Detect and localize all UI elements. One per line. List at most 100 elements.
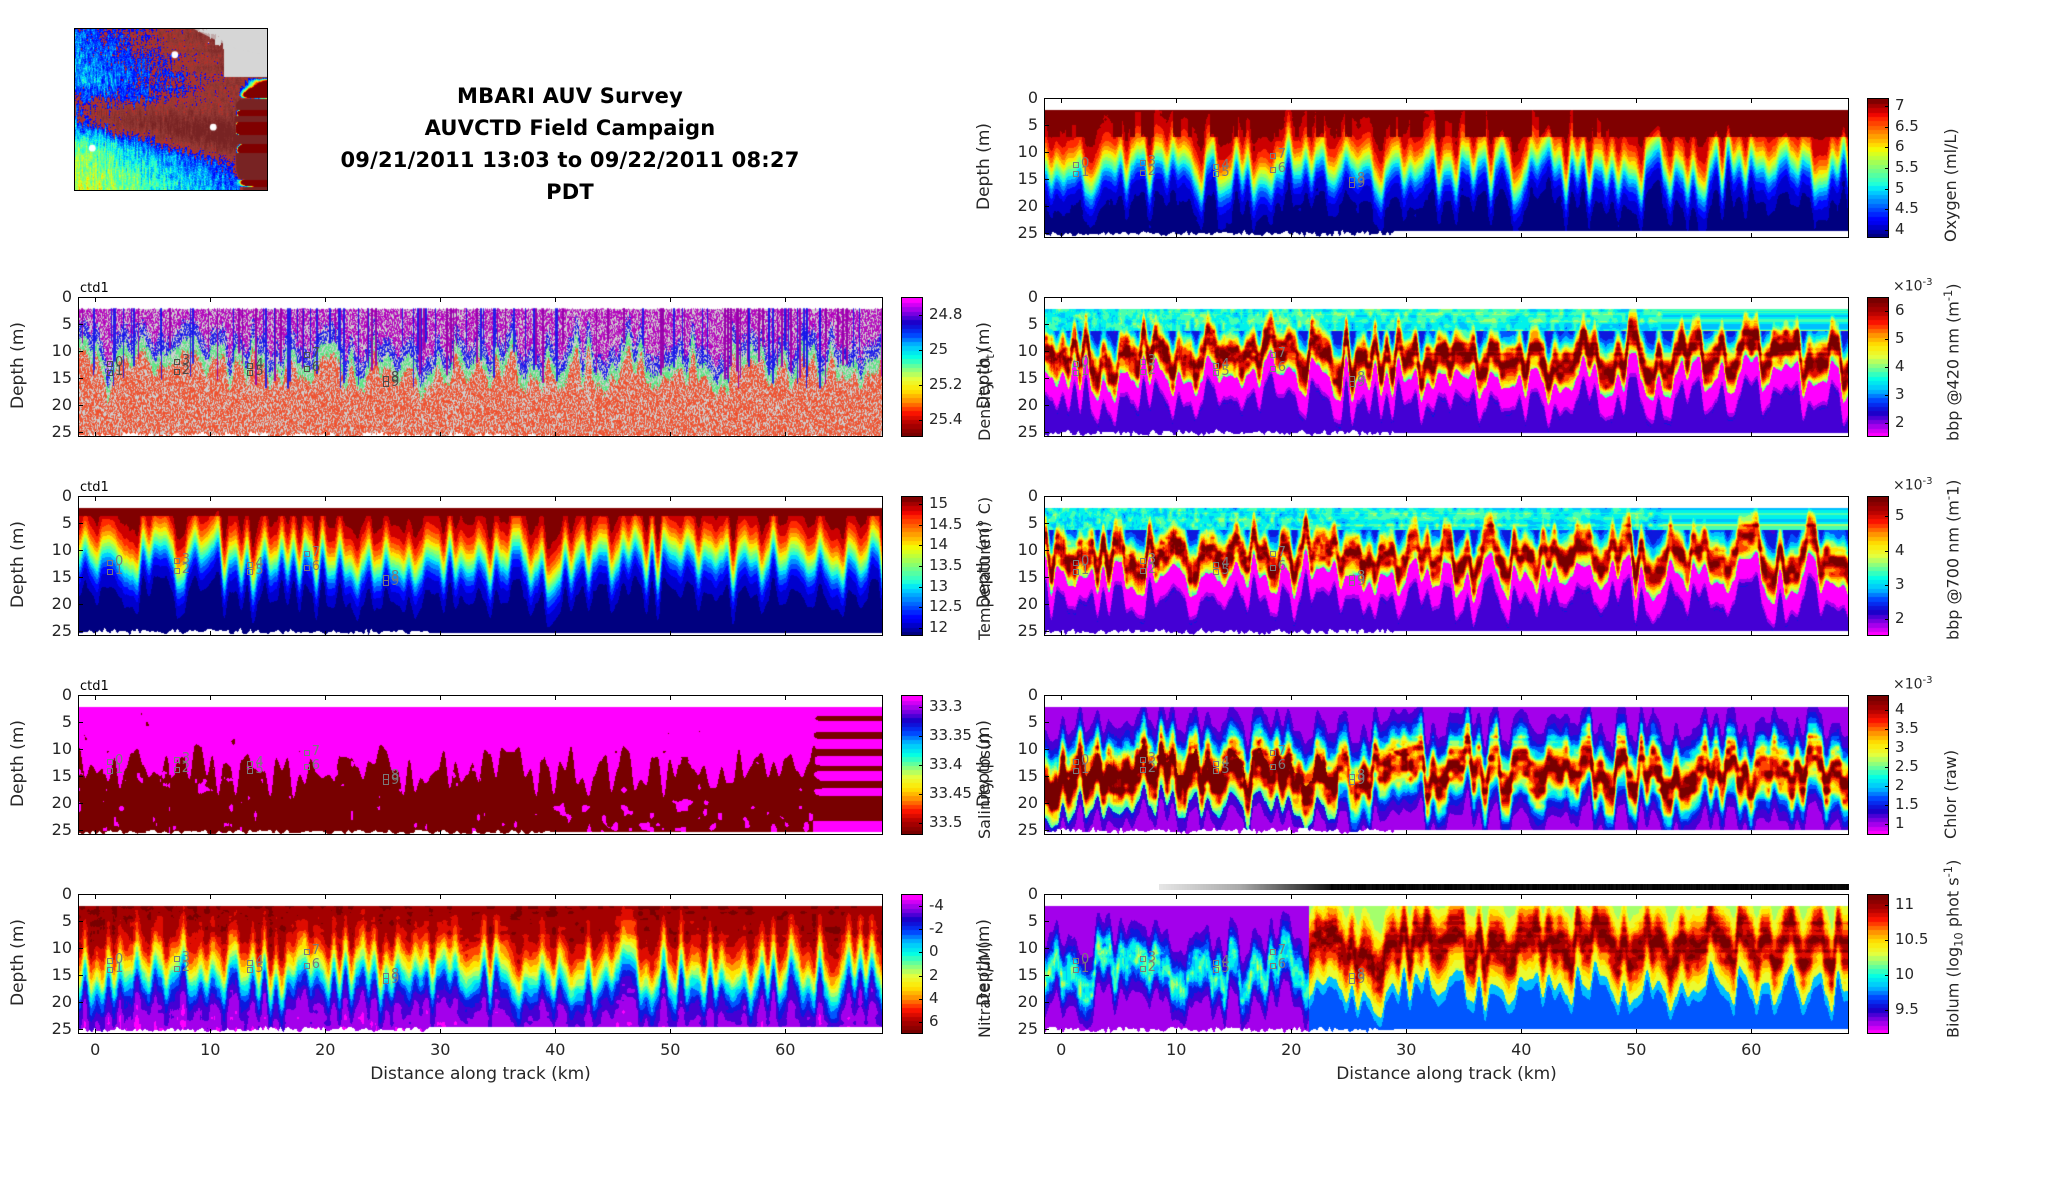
xtickmark-top [440, 894, 442, 899]
colorbar-tickmark [1885, 147, 1889, 149]
station-marker-2 [1139, 766, 1146, 773]
colorbar-tick-salinity-3: 33.45 [929, 784, 972, 803]
station-marker-3 [1139, 160, 1146, 167]
station-marker-7 [1269, 750, 1276, 757]
xtickmark-top [1061, 496, 1063, 501]
ytickmark [1044, 829, 1049, 831]
colorbar-tickmark [919, 504, 923, 506]
ytick-bbp420-0: 0 [1027, 287, 1038, 306]
xtickmark-top [1061, 297, 1063, 302]
xtickmark [95, 631, 97, 636]
xtickmark [325, 432, 327, 437]
ytickmark [78, 775, 83, 777]
colorbar-density: 24.8 25 25.2 25.4 Density (σt) [901, 297, 1051, 441]
ytick-density-25: 25 [51, 421, 72, 441]
xtickmark [440, 830, 442, 835]
colorbar-tick-temperature-4: 13 [929, 576, 949, 595]
xtickmark-top [1751, 297, 1753, 302]
ytick-bbp700-5: 5 [1027, 512, 1038, 532]
colorbar-tick-bbp420-2: 4 [1895, 357, 1905, 375]
colorbar-tickmark [919, 566, 923, 567]
xtickmark [1291, 631, 1293, 636]
colorbar-tick-oxygen-1: 6.5 [1895, 116, 1919, 135]
colorbar-exponent-bbp420: ×10-3 [1893, 277, 1933, 295]
xtickmark-top [555, 894, 557, 899]
ytickmark [78, 947, 83, 949]
panel-chlor: 0 1 2 3 4 5 6 7 8 9 0 5 10 15 20 25 Depth (m) 4 3.5 3 2.5 2 1.… [974, 675, 2019, 895]
colorbar-title-oxygen: Oxygen (ml/L) [1941, 128, 1960, 242]
xtickmark-top [95, 496, 97, 501]
station-marker-4 [1213, 163, 1220, 170]
colorbar-tick-biolum-2: 10 [1895, 964, 1915, 983]
ytick-oxygen-15: 15 [1017, 168, 1038, 188]
ytick-biolum-15: 15 [1017, 964, 1038, 984]
xtickmark-top [555, 297, 557, 302]
xtickmark [1636, 1029, 1638, 1034]
xtickmark-top [1636, 695, 1638, 700]
station-marker-3 [1139, 956, 1146, 963]
xtickmark-top [325, 894, 327, 899]
colorbar-tickmark [1885, 823, 1889, 825]
xtickmark [1521, 233, 1523, 238]
colorbar-tick-nitrate-2: 0 [929, 942, 939, 961]
xtickmark [1406, 830, 1408, 835]
station-marker-2 [1139, 169, 1146, 176]
colorbar-tickmark [919, 706, 923, 708]
colorbar-tick-temperature-5: 12.5 [929, 597, 963, 616]
title-line-2: AUVCTD Field Campaign [424, 116, 716, 140]
xtickmark-top [440, 297, 442, 302]
ytickmark [1044, 205, 1049, 207]
panel-nitrate: 0 1 2 3 4 5 6 7 8 9 0 5 10 15 20 25 Depth (m) 0 10 20 30 40 50… [8, 884, 1053, 1094]
colorbar-chlor: 4 3.5 3 2.5 2 1.5 1 ×10-3 Chlor (raw) [1867, 675, 2017, 839]
xtickmark-top [1636, 894, 1638, 899]
ytickmark [1044, 151, 1049, 153]
xtickmark [440, 631, 442, 636]
xtickmark [1176, 233, 1178, 238]
xtickmark [1636, 631, 1638, 636]
colorbar-tickmark [919, 419, 923, 421]
xtickmark-top [1751, 894, 1753, 899]
colorbar-tickmark [919, 524, 923, 526]
xtickmark [1291, 830, 1293, 835]
colorbar-tick-nitrate-1: -2 [929, 919, 944, 937]
colorbar-tick-nitrate-5: 6 [929, 1012, 939, 1031]
ytickmark [1044, 947, 1049, 949]
station-marker-1 [107, 967, 114, 974]
xtickmark-top [1636, 297, 1638, 302]
ytick-bbp700-20: 20 [1017, 593, 1038, 613]
panel-bbp420: 0 1 2 3 4 5 6 7 8 9 0 5 10 15 20 25 Depth (m) 6 5 4 3 2 ×10-3 b… [974, 277, 2019, 497]
colorbar-tickmark [1885, 311, 1889, 312]
xtickmark [95, 830, 97, 835]
colorbar-tickmark [1885, 904, 1889, 906]
xtickmark [555, 631, 557, 636]
xtickmark [1751, 233, 1753, 238]
ytick-bbp420-25: 25 [1017, 421, 1038, 441]
ytickmark [1044, 802, 1049, 804]
station-marker-2 [173, 368, 180, 375]
xtickmark [1751, 1029, 1753, 1034]
station-marker-9 [383, 978, 390, 985]
xtickmark [1406, 631, 1408, 636]
xtick-biolum-30: 30 [1396, 1040, 1417, 1059]
colorbar-tick-bbp420-4: 2 [1895, 413, 1905, 431]
colorbar-gradient-chlor [1867, 695, 1889, 835]
xtickmark-top [1291, 98, 1293, 103]
ytickmark [78, 522, 83, 524]
xtickmark-top [670, 297, 672, 302]
station-marker-4 [1213, 362, 1220, 369]
colorbar-tickmark [919, 1022, 923, 1024]
colorbar-title-bbp700: bbp @700 nm (m-1) [1941, 479, 1963, 640]
y-axis-title-bbp700: Depth (m) [974, 520, 994, 608]
ytickmark [1044, 350, 1049, 352]
ytick-biolum-0: 0 [1027, 884, 1038, 903]
ytick-biolum-20: 20 [1017, 991, 1038, 1011]
colorbar-tickmark [1885, 395, 1889, 396]
station-marker-6 [1269, 962, 1276, 969]
station-marker-9 [1349, 580, 1356, 587]
ytickmark [78, 829, 83, 831]
xtickmark [1061, 233, 1063, 238]
colorbar-tick-oxygen-2: 6 [1895, 137, 1905, 156]
xtickmark-top [785, 297, 787, 302]
ytick-bbp700-0: 0 [1027, 486, 1038, 505]
xtickmark-top [1636, 98, 1638, 103]
